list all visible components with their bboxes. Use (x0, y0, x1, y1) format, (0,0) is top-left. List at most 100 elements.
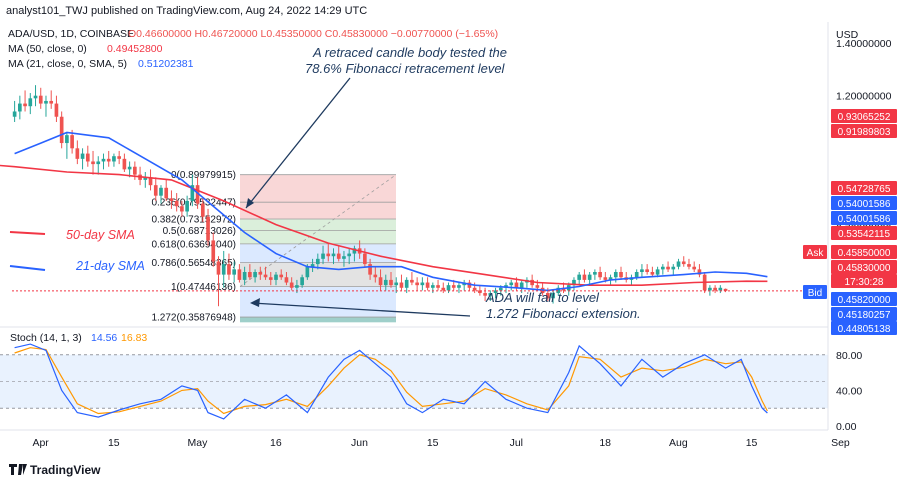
ask-label: Ask (807, 248, 825, 259)
candle-body (383, 279, 388, 286)
fib-zone-band (240, 262, 396, 287)
candle-body (321, 253, 325, 259)
currency-label: USD (836, 29, 859, 41)
candle-body (613, 272, 618, 278)
sma21-key-line (9, 265, 46, 271)
candle-body (258, 272, 263, 275)
candle-body (326, 253, 331, 257)
candle-body (315, 258, 320, 265)
fib-level-label: 0.382(0.73152972) (151, 214, 236, 225)
candle-body (545, 293, 550, 299)
candle-body (221, 264, 226, 275)
candle-body (153, 185, 158, 196)
candle-body (603, 277, 608, 280)
price-tag-label: 0.54001586 (838, 199, 891, 210)
candle-body (514, 282, 519, 288)
candle-body (718, 287, 723, 291)
candle-body (279, 274, 284, 278)
candle-body (75, 148, 80, 159)
candle-body (483, 293, 487, 296)
fib-level-label: 0.236(0.79532447) (151, 198, 236, 209)
candle-body (551, 293, 555, 299)
fib-level-label: 0.618(0.63694040) (151, 239, 236, 250)
price-tag-label: 17:30:28 (845, 277, 884, 288)
candle-body (164, 187, 169, 199)
candle-body (232, 269, 237, 275)
candle-body (378, 277, 383, 286)
price-tick-label: 1.20000000 (836, 91, 892, 103)
candle-body (394, 282, 399, 286)
candle-body (655, 269, 660, 275)
candle-body (415, 282, 419, 286)
time-axis-label: 18 (599, 437, 611, 449)
candle-body (91, 161, 95, 165)
candle-body (12, 111, 17, 117)
stoch-tick-label: 80.00 (836, 350, 862, 362)
tradingview-logo-icon (9, 464, 27, 475)
candle-body (645, 269, 649, 272)
price-tag-label: 0.45820000 (838, 295, 891, 306)
price-tag-box (831, 292, 897, 306)
candle-body (117, 156, 121, 159)
annotation-bottom-line1: ADA will fall to level (485, 290, 600, 305)
candle-body (96, 161, 101, 165)
candle-body (347, 253, 352, 257)
candle-body (28, 98, 33, 107)
time-axis-labels[interactable]: Apr 15 May 16 Jun 15 Jul 18 Aug 15 Sep (32, 437, 849, 449)
fib-zone-band (240, 286, 396, 318)
fib-zone-band (240, 218, 396, 231)
price-tag-label: 0.54001586 (838, 214, 891, 225)
candle-body (106, 158, 111, 162)
annotation-bottom-arrowhead (250, 298, 260, 307)
fib-level-label: 0.786(0.56548365) (151, 258, 236, 269)
candle-body (268, 277, 273, 280)
candle-body (23, 103, 27, 107)
candle-body (174, 200, 179, 207)
candle-body (697, 269, 702, 275)
candle-body (211, 240, 216, 262)
candle-body (441, 287, 446, 291)
stoch-legend-label: Stoch (14, 1, 3) (10, 332, 82, 344)
sma50-key-label: 50-day SMA (66, 228, 135, 242)
candle-body (85, 153, 90, 162)
candle-body (430, 285, 435, 288)
candle-body (38, 95, 43, 104)
candle-body (608, 277, 613, 280)
candle-body (216, 261, 221, 275)
price-tag-box (831, 307, 897, 321)
candle-body (556, 287, 561, 294)
ohlc-values: O0.46600000 H0.46720000 L0.45350000 C0.4… (128, 28, 498, 40)
candle-body (671, 266, 676, 270)
candle-body (373, 274, 378, 278)
candle-body (457, 285, 461, 288)
candle-body (44, 100, 48, 104)
candle-body (687, 264, 691, 267)
annotation-bottom-line2: 1.272 Fibonacci extension. (486, 306, 641, 321)
price-tag-box (831, 124, 897, 138)
candle-body (446, 285, 451, 291)
candle-body (363, 253, 367, 265)
candle-body (305, 266, 310, 278)
candle-body (253, 272, 257, 278)
candle-body (436, 285, 440, 288)
candle-body (148, 177, 153, 186)
candle-body (389, 279, 393, 286)
candle-body (263, 274, 268, 278)
candle-body (488, 293, 493, 296)
candle-body (289, 282, 294, 288)
ma50-line (0, 164, 768, 286)
fib-zone-band (240, 174, 396, 203)
candle-body (300, 277, 304, 286)
time-axis-label: May (188, 437, 209, 449)
candle-body (159, 187, 163, 196)
fib-level-label: 0.5(0.68713026) (163, 226, 236, 237)
fibonacci-zone[interactable] (239, 174, 397, 323)
annotation-top-line1: A retraced candle body tested the (312, 45, 507, 60)
stoch-axis-ticks: 80.00 40.00 0.00 (836, 350, 862, 433)
tradingview-logo[interactable]: TradingView (9, 463, 101, 477)
candle-body (708, 287, 712, 291)
candle-body (478, 290, 482, 294)
fib-level-label: 1(0.47446136) (171, 282, 236, 293)
price-tag-box (831, 245, 897, 259)
